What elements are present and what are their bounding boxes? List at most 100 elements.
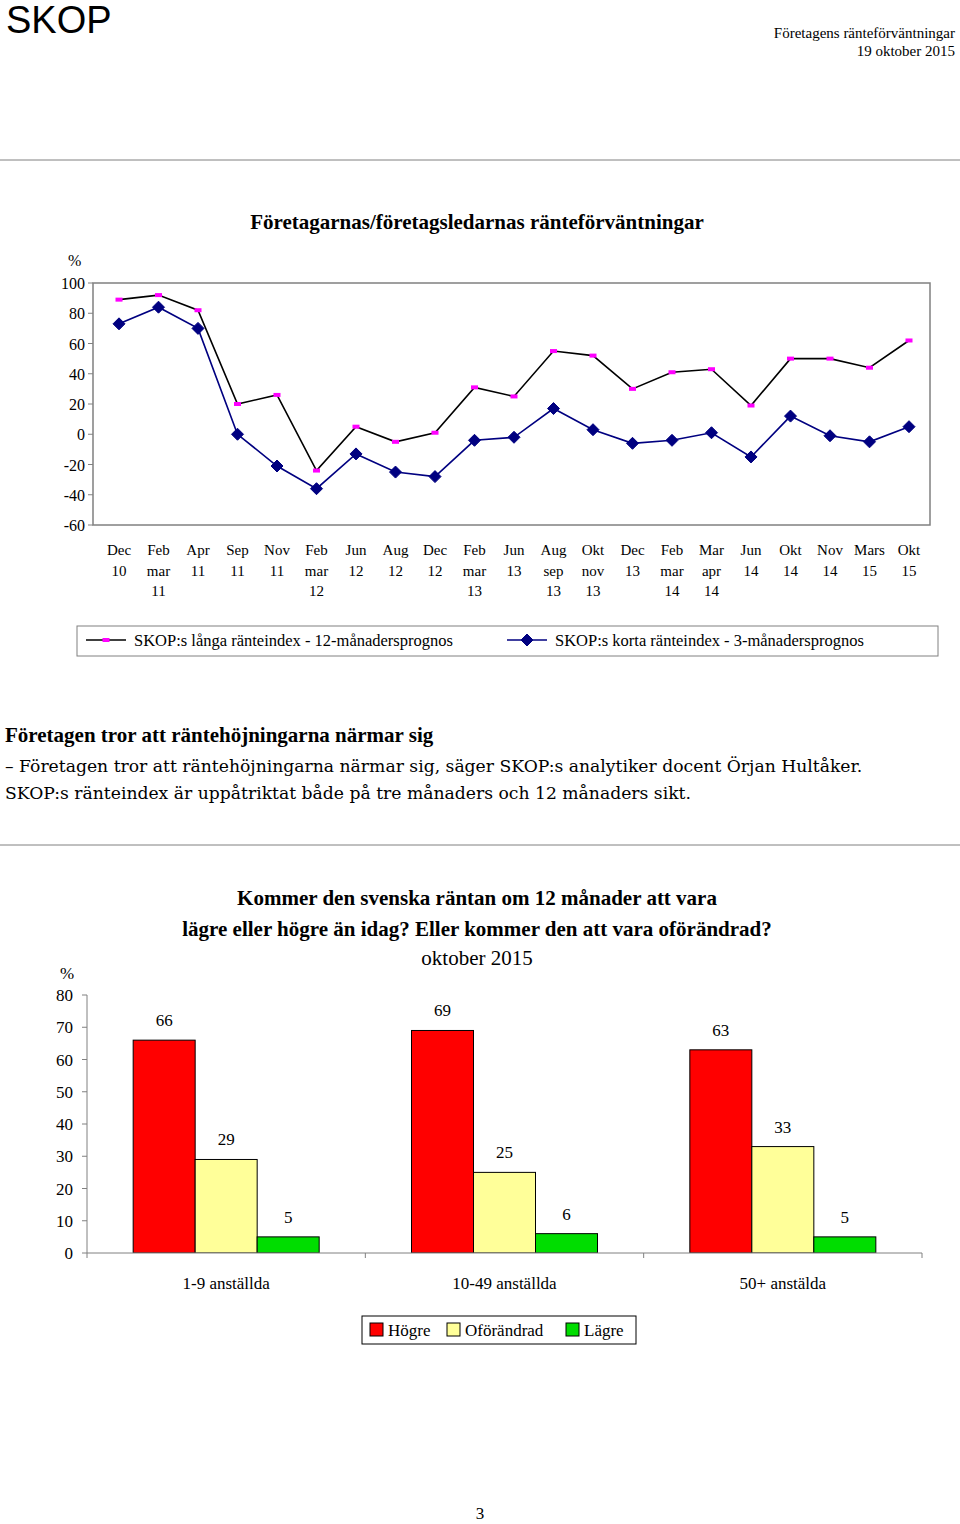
y-tick-label: 70	[56, 1018, 73, 1037]
bar	[412, 1030, 474, 1253]
marker-square	[748, 404, 755, 408]
y-tick	[88, 404, 93, 405]
plot-marks	[113, 293, 915, 495]
marker-square	[550, 349, 557, 353]
x-tick-line: nov	[582, 563, 605, 579]
x-tick-line: Okt	[898, 542, 921, 558]
x-tick-line: Dec	[620, 542, 644, 558]
x-tick-line: 12	[349, 563, 364, 579]
y-tick	[82, 995, 87, 996]
marker-diamond	[350, 448, 362, 460]
x-tick-line: 14	[783, 563, 799, 579]
marker-square	[353, 425, 360, 429]
y-tick-label: 20	[69, 396, 85, 413]
rule	[0, 160, 960, 161]
page: SKOPFöretagens ränteförväntningar19 okto…	[0, 0, 960, 1524]
x-tick-label: Febmar14	[660, 542, 683, 599]
bar	[133, 1040, 195, 1253]
marker-square	[116, 298, 123, 302]
chart-title: Kommer den svenska räntan om 12 månader …	[237, 886, 717, 910]
marker-diamond	[666, 434, 678, 446]
y-tick	[82, 1091, 87, 1092]
x-tick-line: Aug	[541, 542, 567, 558]
marker-square	[274, 393, 281, 397]
page-number: 3	[476, 1504, 485, 1523]
x-tick-line: 13	[625, 563, 640, 579]
data-label: 69	[434, 1001, 451, 1020]
chart-title: Företagarnas/företagsledarnas ränteförvä…	[250, 210, 704, 234]
marker-square	[432, 431, 439, 435]
x-tick-label: Aug 12	[383, 542, 409, 579]
marker-diamond	[429, 471, 441, 483]
x-tick-line: Feb	[305, 542, 328, 558]
y-tick	[88, 434, 93, 435]
y-tick-label: -20	[64, 457, 85, 474]
x-tick-line: Jun	[741, 542, 762, 558]
y-tick-label: 60	[56, 1051, 73, 1070]
data-label: 63	[712, 1021, 729, 1040]
x-tick-line: 11	[270, 563, 284, 579]
y-tick-label: 40	[69, 366, 85, 383]
chart-subtitle: oktober 2015	[421, 946, 532, 970]
y-tick	[82, 1188, 87, 1189]
marker-diamond	[706, 427, 718, 439]
x-tick-label: Okt14	[779, 542, 802, 579]
y-tick-label: 40	[56, 1115, 73, 1134]
x-tick-line: 11	[191, 563, 205, 579]
x-tick-line: Mar	[699, 542, 724, 558]
x-tick	[365, 1253, 366, 1258]
y-tick	[88, 494, 93, 495]
marker-diamond	[271, 460, 283, 472]
data-label: 33	[774, 1118, 791, 1137]
x-tick-label: Jun 12	[346, 542, 367, 579]
x-tick-line: 12	[309, 583, 324, 599]
series-line	[119, 295, 909, 470]
x-tick-line: Okt	[582, 542, 605, 558]
marker-square	[234, 402, 241, 406]
legend-label: SKOP:s korta ränteindex - 3-månadersprog…	[555, 631, 864, 650]
x-tick-line: 14	[704, 583, 720, 599]
headline: Företagen tror att räntehöjningarna närm…	[5, 723, 434, 747]
x-tick-line: 12	[388, 563, 403, 579]
y-tick-label: 80	[56, 986, 73, 1005]
y-tick-label: -60	[64, 517, 85, 534]
x-tick-line: Dec	[423, 542, 447, 558]
x-tick-line: 13	[507, 563, 522, 579]
bar	[536, 1234, 598, 1253]
data-label: 6	[562, 1205, 571, 1224]
x-tick-label: Apr11	[186, 542, 209, 579]
x-tick-label: Mars 15	[854, 542, 885, 579]
marker-diamond	[627, 437, 639, 449]
marker-square	[906, 338, 913, 342]
x-tick-label: Oktnov13	[582, 542, 605, 599]
marker-diamond	[745, 451, 757, 463]
legend-label: Lägre	[584, 1321, 624, 1340]
legend-swatch	[370, 1323, 383, 1336]
x-tick-line: Aug	[383, 542, 409, 558]
rule	[0, 845, 960, 846]
x-tick-line: 15	[902, 563, 917, 579]
legend-swatch	[566, 1323, 579, 1336]
bar	[752, 1147, 814, 1253]
y-tick-label: 30	[56, 1147, 73, 1166]
data-label: 25	[496, 1143, 513, 1162]
x-tick-line: 15	[862, 563, 877, 579]
x-tick	[922, 1253, 923, 1258]
x-tick-line: Nov	[264, 542, 290, 558]
paragraph: SKOP:s ränteindex är uppåtriktat både på…	[5, 783, 691, 803]
x-tick-line: Feb	[147, 542, 170, 558]
bar	[474, 1172, 536, 1253]
x-tick-line: Mars	[854, 542, 885, 558]
x-axis	[87, 1253, 922, 1254]
x-tick-line: 10	[112, 563, 127, 579]
x-tick-line: 14	[665, 583, 681, 599]
data-label: 5	[841, 1208, 850, 1227]
legend-box	[362, 1316, 636, 1344]
marker-square	[511, 394, 518, 398]
x-tick-line: Jun	[346, 542, 367, 558]
data-label: 5	[284, 1208, 293, 1227]
marker-diamond	[903, 421, 915, 433]
marker-diamond	[824, 430, 836, 442]
x-tick-label: Sep11	[226, 542, 249, 579]
marker-square	[155, 293, 162, 297]
